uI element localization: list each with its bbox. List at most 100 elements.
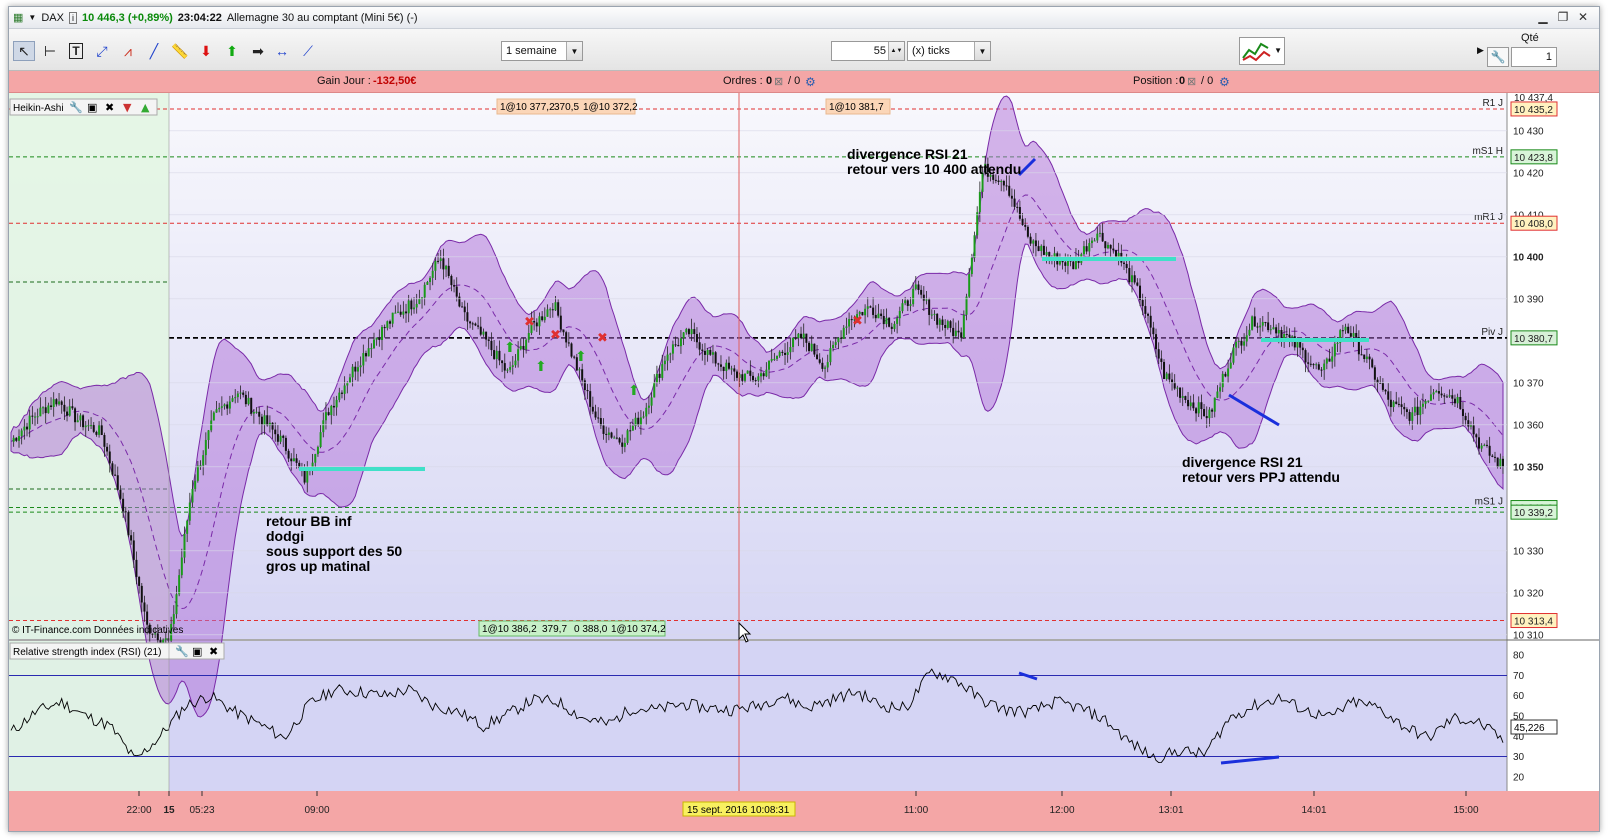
period-select[interactable]: 1 semaine ▼ <box>501 41 583 61</box>
order-tag[interactable]: 379,7 <box>542 624 567 635</box>
chevron-down-icon[interactable]: ▼ <box>566 42 582 60</box>
level-tag-value: 10 313,4 <box>1514 617 1553 628</box>
info-icon[interactable]: i <box>68 11 77 24</box>
candle-body <box>114 474 117 476</box>
candle-body <box>154 633 157 635</box>
tick-unit-select[interactable]: (x) ticks ▼ <box>907 41 991 61</box>
channel-tool-icon[interactable]: ⩘ <box>124 42 132 59</box>
candle-body <box>234 397 237 399</box>
candle-body <box>743 373 746 381</box>
rsi-title[interactable]: Relative strength index (RSI) (21) <box>13 647 161 658</box>
candle-body <box>39 407 42 417</box>
settings-wrench-icon[interactable]: 🔧 <box>1487 47 1509 67</box>
price-tick-label: 10 430 <box>1513 126 1544 137</box>
trendline-tool-icon[interactable]: ⤢ <box>96 42 108 59</box>
candle-body <box>223 404 226 407</box>
segment-tool-icon[interactable]: ⟋ <box>303 42 313 59</box>
candle-body <box>781 351 784 353</box>
position-close-icon[interactable]: ⊠ <box>1187 76 1197 88</box>
horizontal-line-tool-icon[interactable]: ↔ <box>275 43 289 59</box>
position-gear-icon[interactable]: ⚙ <box>1219 75 1230 89</box>
order-tag[interactable]: 0 388,0 <box>574 624 608 635</box>
minimize-icon[interactable]: ▁ <box>1538 10 1548 24</box>
candle-body <box>1381 382 1384 390</box>
candle-body <box>746 370 749 374</box>
candle-body <box>989 174 992 177</box>
candle-body <box>1280 329 1283 339</box>
candle-body <box>490 340 493 351</box>
chevron-down-icon[interactable]: ▼ <box>974 42 990 60</box>
orders-close-icon[interactable]: ⊠ <box>774 76 784 88</box>
spinner-icon[interactable]: ▲▼ <box>888 42 904 60</box>
qty-input[interactable]: 1 <box>1511 47 1557 67</box>
move-up-icon[interactable]: ▲ <box>141 101 150 114</box>
collapse-arrow-icon[interactable]: ▶ <box>1477 45 1484 55</box>
candle-body <box>175 594 178 615</box>
candle-body <box>733 368 736 372</box>
order-tag[interactable]: 1@10 377,2 <box>500 102 555 113</box>
chevron-down-icon[interactable]: ▼ <box>1274 46 1282 55</box>
chart-area[interactable]: R1 J mS1 H mR1 J Piv J mS1 J 10 430 10 420 10 … <box>9 93 1600 832</box>
dropdown-arrow-icon[interactable]: ▼ <box>28 13 37 22</box>
app-grid-icon[interactable]: ▦ <box>13 12 24 24</box>
crosshair-tool-icon[interactable]: ⊢ <box>43 42 57 59</box>
candle-body <box>1165 373 1168 379</box>
candle-body <box>1197 402 1200 414</box>
candle-body <box>896 318 899 324</box>
order-tag[interactable]: 1@10 372,2 <box>583 102 638 113</box>
tick-count-value: 55 <box>873 45 886 57</box>
candle-body <box>1355 332 1358 338</box>
orders-count-a[interactable]: 0 <box>766 75 773 87</box>
tick-count-input[interactable]: 55 ▲▼ <box>831 41 905 61</box>
order-tag[interactable]: 1@10 374,2 <box>611 624 666 635</box>
order-tag[interactable]: 1@10 386,2 <box>482 624 537 635</box>
sell-arrow-icon[interactable]: ⬇ <box>200 42 212 59</box>
instrument-name[interactable]: DAX <box>41 11 64 24</box>
candle-body <box>487 339 490 341</box>
restore-icon[interactable]: ❐ <box>1557 10 1569 24</box>
position-count-a[interactable]: 0 <box>1179 75 1186 87</box>
orders-gear-icon[interactable]: ⚙ <box>805 75 816 89</box>
candle-body <box>559 315 562 330</box>
time-tick-label: 05:23 <box>189 805 214 816</box>
candle-body <box>666 354 669 361</box>
indicator-name[interactable]: Heikin-Ashi <box>13 103 64 114</box>
close-icon[interactable]: ✕ <box>1577 10 1589 24</box>
candle-body <box>829 348 832 363</box>
candle-body <box>1139 285 1142 301</box>
cursor-tool-icon[interactable]: ↖ <box>13 41 35 61</box>
order-tag[interactable]: 1@10 381,7 <box>829 102 884 113</box>
window-icon[interactable]: ▣ <box>87 101 97 114</box>
candle-body <box>367 348 370 357</box>
candle-body <box>1493 456 1496 458</box>
orders-count-b[interactable]: / 0 <box>788 75 801 87</box>
sell-marker-icon: ✖ <box>597 331 608 346</box>
candle-body <box>92 425 95 432</box>
right-arrow-icon[interactable]: ➡ <box>252 42 264 59</box>
remove-icon[interactable]: ✖ <box>105 101 114 114</box>
ruler-tool-icon[interactable]: 📏 <box>171 42 189 59</box>
chart-type-button[interactable]: ▼ <box>1239 37 1285 65</box>
candle-body <box>407 300 410 314</box>
order-tag[interactable]: 370,5 <box>554 102 579 113</box>
level-tag-box <box>1510 613 1558 629</box>
candle-body <box>962 314 965 338</box>
move-down-icon[interactable]: ▼ <box>123 101 132 114</box>
buy-arrow-icon[interactable]: ⬆ <box>226 42 238 59</box>
candle-body <box>685 329 688 333</box>
candle-body <box>586 390 589 392</box>
text-tool-icon[interactable]: T <box>65 41 87 61</box>
wrench-icon[interactable]: 🔧 <box>69 100 83 114</box>
candle-body <box>808 342 811 352</box>
remove-icon[interactable]: ✖ <box>209 645 218 658</box>
position-count-b[interactable]: / 0 <box>1201 75 1214 87</box>
candle-body <box>1403 406 1406 410</box>
ray-tool-icon[interactable]: ╱ <box>149 42 159 59</box>
candle-body <box>583 380 586 391</box>
candle-body <box>170 624 173 641</box>
candle-body <box>372 339 375 349</box>
wrench-icon[interactable]: 🔧 <box>175 644 189 658</box>
candle-body <box>156 633 159 641</box>
candle-body <box>968 274 971 297</box>
window-icon[interactable]: ▣ <box>192 645 202 658</box>
